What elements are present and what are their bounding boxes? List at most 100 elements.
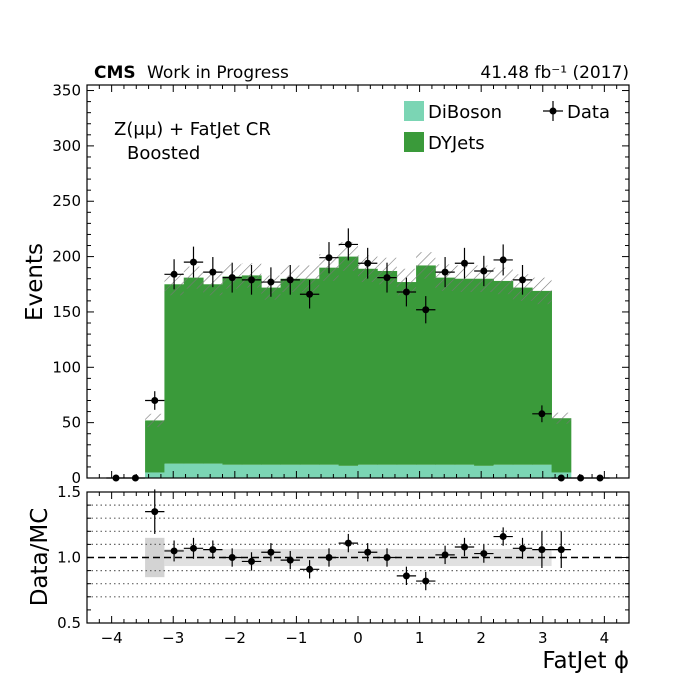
bar-diboson-6	[203, 463, 223, 478]
bar-dyjets-5	[183, 277, 204, 464]
stacked-bars	[145, 256, 572, 478]
ratio-point-13	[402, 572, 410, 580]
bar-dyjets-22	[512, 287, 533, 465]
bar-dyjets-14	[358, 268, 378, 465]
top-ytick-label-6: 300	[52, 137, 81, 155]
legend-label-data: Data	[567, 102, 610, 123]
bar-dyjets-3	[145, 420, 165, 473]
bar-diboson-23	[532, 464, 552, 478]
xtick-label-4: 0	[353, 629, 363, 647]
bar-dyjets-16	[396, 282, 417, 465]
top-panel: 0 50 100 150 200 250 300 350 Events Z(μμ) + Fat…	[22, 82, 630, 487]
legend: DiBoson DYJets Data	[404, 101, 610, 154]
data-point-4	[189, 258, 197, 266]
bar-dyjets-9	[261, 287, 281, 465]
mc-unc-11	[299, 265, 320, 293]
bar-dyjets-8	[241, 275, 262, 465]
ratio-point-17	[480, 550, 488, 558]
ratio-point-20	[538, 546, 546, 554]
ratio-point-11	[364, 548, 372, 556]
top-ytick-label-4: 200	[52, 248, 81, 266]
data-point-19	[480, 267, 488, 275]
data-point-21	[519, 276, 527, 284]
bar-diboson-18	[435, 464, 456, 478]
bar-diboson-21	[493, 464, 514, 478]
bar-dyjets-10	[280, 278, 301, 465]
xtick-label-6: 2	[476, 629, 486, 647]
bar-dyjets-15	[377, 270, 398, 465]
data-points	[106, 228, 610, 482]
mc-unc-23	[532, 277, 552, 305]
work-in-progress-label: Work in Progress	[147, 63, 289, 83]
bar-diboson-4	[164, 463, 185, 478]
ratio-point-21	[557, 546, 565, 554]
top-ytick-label-1: 50	[62, 414, 81, 432]
data-point-3	[170, 270, 178, 278]
ratio-point-1	[170, 547, 178, 555]
xtick-label-2: −2	[224, 629, 246, 647]
region-label-line2: Boosted	[127, 143, 200, 164]
bar-diboson-7	[222, 464, 243, 478]
ratio-ytick-label-0: 0.5	[57, 614, 81, 632]
data-point-13	[364, 259, 372, 267]
ratio-point-0	[151, 508, 159, 516]
x-axis-title: FatJet ϕ	[542, 648, 629, 674]
bar-diboson-22	[512, 464, 533, 478]
bar-diboson-14	[358, 464, 378, 478]
top-ytick-label-0: 0	[71, 469, 81, 487]
mc-unc-21	[493, 267, 513, 295]
bar-diboson-5	[183, 463, 204, 478]
bar-diboson-13	[338, 465, 359, 478]
data-point-6	[228, 274, 236, 282]
bar-diboson-11	[299, 464, 320, 478]
bar-diboson-8	[241, 464, 262, 478]
xtick-label-3: −1	[285, 629, 307, 647]
xtick-label-5: 1	[415, 629, 425, 647]
top-ticks	[86, 85, 630, 479]
bar-dyjets-7	[222, 276, 243, 465]
bar-dyjets-17	[416, 265, 436, 465]
bar-diboson-15	[377, 464, 398, 478]
bar-diboson-16	[396, 464, 417, 478]
bar-dyjets-18	[435, 277, 456, 465]
ratio-point-12	[383, 554, 391, 561]
ratio-point-5	[248, 557, 256, 565]
ratio-y-tick-labels: 0.5 1.0 1.5	[57, 483, 81, 632]
ratio-point-8	[306, 565, 314, 573]
bar-dyjets-20	[474, 278, 494, 466]
data-point-7	[248, 276, 256, 284]
data-point-18	[460, 259, 468, 267]
ratio-points	[145, 489, 571, 591]
bar-dyjets-6	[203, 284, 223, 464]
ratio-panel: 0.5 1.0 1.5 −4 −3 −2 −1 0 1 2 3 4 Data/MC FatJet ϕ	[27, 483, 630, 674]
legend-marker-data	[549, 107, 557, 115]
xtick-label-7: 3	[538, 629, 548, 647]
bar-diboson-17	[416, 464, 436, 478]
ratio-point-10	[344, 539, 352, 547]
mc-unc-24	[551, 412, 571, 424]
top-ytick-label-2: 100	[52, 358, 81, 376]
data-point-17	[441, 268, 449, 276]
ratio-point-7	[286, 556, 294, 564]
ratio-point-15	[441, 551, 449, 559]
ratio-point-18	[499, 533, 507, 541]
bar-diboson-9	[261, 464, 281, 478]
ratio-point-6	[267, 548, 275, 556]
bar-dyjets-11	[299, 278, 320, 465]
legend-label-diboson: DiBoson	[428, 102, 502, 123]
bar-dyjets-13	[338, 256, 359, 466]
mc-unc-19	[454, 265, 475, 293]
bar-dyjets-4	[164, 284, 185, 464]
ratio-ytick-label-2: 1.5	[57, 483, 81, 501]
ratio-ytick-label-1: 1.0	[57, 549, 81, 567]
data-point-16	[422, 306, 430, 314]
ratio-point-9	[325, 554, 333, 561]
data-point-14	[383, 274, 391, 282]
bar-diboson-19	[454, 464, 475, 478]
legend-label-dyjets: DYJets	[428, 133, 485, 154]
data-point-12	[344, 240, 352, 248]
data-point-5	[209, 268, 217, 276]
xtick-label-8: 4	[600, 629, 610, 647]
x-tick-labels: −4 −3 −2 −1 0 1 2 3 4	[101, 629, 610, 647]
bar-dyjets-12	[319, 267, 340, 465]
